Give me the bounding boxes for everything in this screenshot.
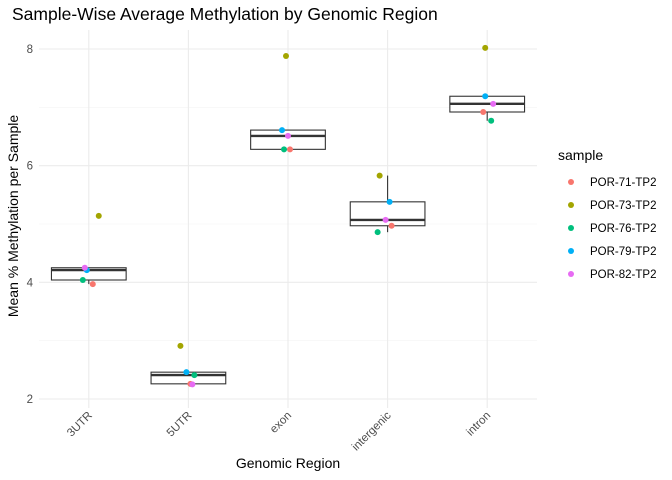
boxplot-intron (449, 95, 526, 121)
legend: sample POR-71-TP2 POR-73-TP2 POR-76-TP2 POR… (558, 147, 656, 281)
point-POR-82-TP2-intergenic (382, 216, 389, 223)
point-POR-76-TP2-intergenic (374, 229, 381, 236)
data-points (79, 44, 497, 388)
legend-key-POR-73-TP2 (568, 202, 574, 208)
point-POR-73-TP2-5UTR (177, 342, 184, 349)
legend-label: POR-82-TP2 (590, 269, 656, 281)
point-POR-76-TP2-exon (281, 146, 288, 153)
legend-title: sample (558, 147, 603, 163)
point-POR-71-TP2-intron (480, 109, 487, 115)
x-tick-label: intergenic (350, 409, 394, 453)
point-POR-82-TP2-intron (490, 100, 497, 107)
x-axis-ticks: 3UTR 5UTR exon intergenic intron (65, 409, 493, 453)
legend-label: POR-79-TP2 (590, 246, 656, 258)
point-POR-76-TP2-3UTR (79, 277, 86, 283)
point-POR-73-TP2-intergenic (376, 172, 383, 179)
point-POR-73-TP2-3UTR (95, 212, 102, 219)
boxplots (50, 95, 526, 385)
point-POR-76-TP2-5UTR (191, 372, 198, 379)
y-tick-label: 8 (27, 44, 33, 56)
point-POR-82-TP2-exon (285, 132, 291, 139)
legend-key-POR-76-TP2 (568, 225, 574, 231)
chart-title: Sample-Wise Average Methylation by Genom… (12, 4, 438, 24)
point-POR-73-TP2-exon (283, 53, 290, 59)
point-POR-71-TP2-exon (286, 146, 293, 153)
point-POR-79-TP2-exon (279, 127, 286, 134)
box (349, 201, 426, 227)
point-POR-76-TP2-intron (488, 117, 495, 124)
legend-label: POR-71-TP2 (590, 177, 656, 189)
legend-key-POR-79-TP2 (568, 248, 574, 254)
y-tick-label: 6 (27, 161, 33, 173)
y-axis-title: Mean % Methylation per Sample (5, 115, 21, 318)
legend-label: POR-76-TP2 (590, 223, 656, 235)
x-tick-label: 5UTR (165, 410, 195, 440)
legend-key-POR-82-TP2 (568, 271, 574, 277)
legend-label: POR-73-TP2 (590, 200, 656, 212)
y-tick-label: 2 (27, 394, 33, 406)
point-POR-71-TP2-intergenic (388, 222, 395, 229)
x-tick-label: intron (464, 410, 493, 439)
point-POR-73-TP2-intron (482, 44, 489, 51)
x-tick-label: exon (268, 410, 294, 436)
x-axis-title: Genomic Region (236, 455, 340, 471)
point-POR-71-TP2-3UTR (89, 281, 96, 288)
point-POR-79-TP2-intergenic (386, 198, 393, 205)
legend-key-POR-71-TP2 (568, 179, 574, 185)
gridlines (39, 30, 537, 408)
y-tick-label: 4 (27, 277, 34, 289)
point-POR-82-TP2-5UTR (189, 381, 196, 388)
point-POR-82-TP2-3UTR (81, 264, 88, 271)
y-axis-ticks: 2 4 6 8 (27, 44, 34, 406)
point-POR-79-TP2-intron (482, 93, 489, 100)
point-POR-79-TP2-5UTR (183, 369, 190, 376)
x-tick-label: 3UTR (65, 410, 95, 440)
